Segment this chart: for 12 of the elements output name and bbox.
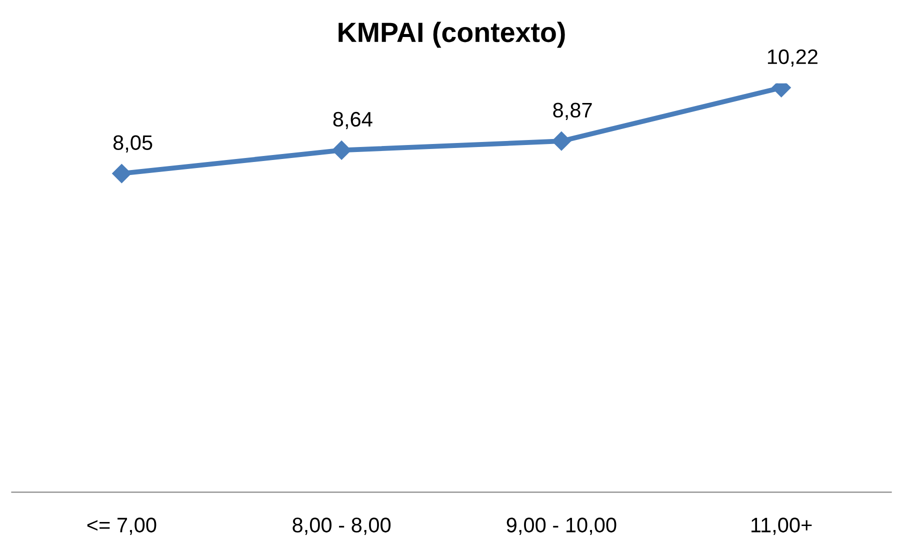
data-label: 8,64	[333, 112, 372, 130]
point	[112, 164, 132, 184]
x-tick-label: 11,00+	[752, 518, 812, 535]
point	[332, 140, 352, 160]
x-tick-label: 9,00 - 10,00	[506, 518, 616, 535]
x-tick-label: <= 7,00	[87, 518, 156, 535]
data-label: 8,05	[113, 135, 152, 152]
data-label: 8,87	[553, 102, 592, 120]
point	[552, 132, 571, 151]
data-label: 10,22	[768, 49, 818, 67]
chart-title: KMPAI (contexto)	[338, 22, 565, 48]
x-tick-label: 8,00 - 8,00	[292, 518, 391, 535]
